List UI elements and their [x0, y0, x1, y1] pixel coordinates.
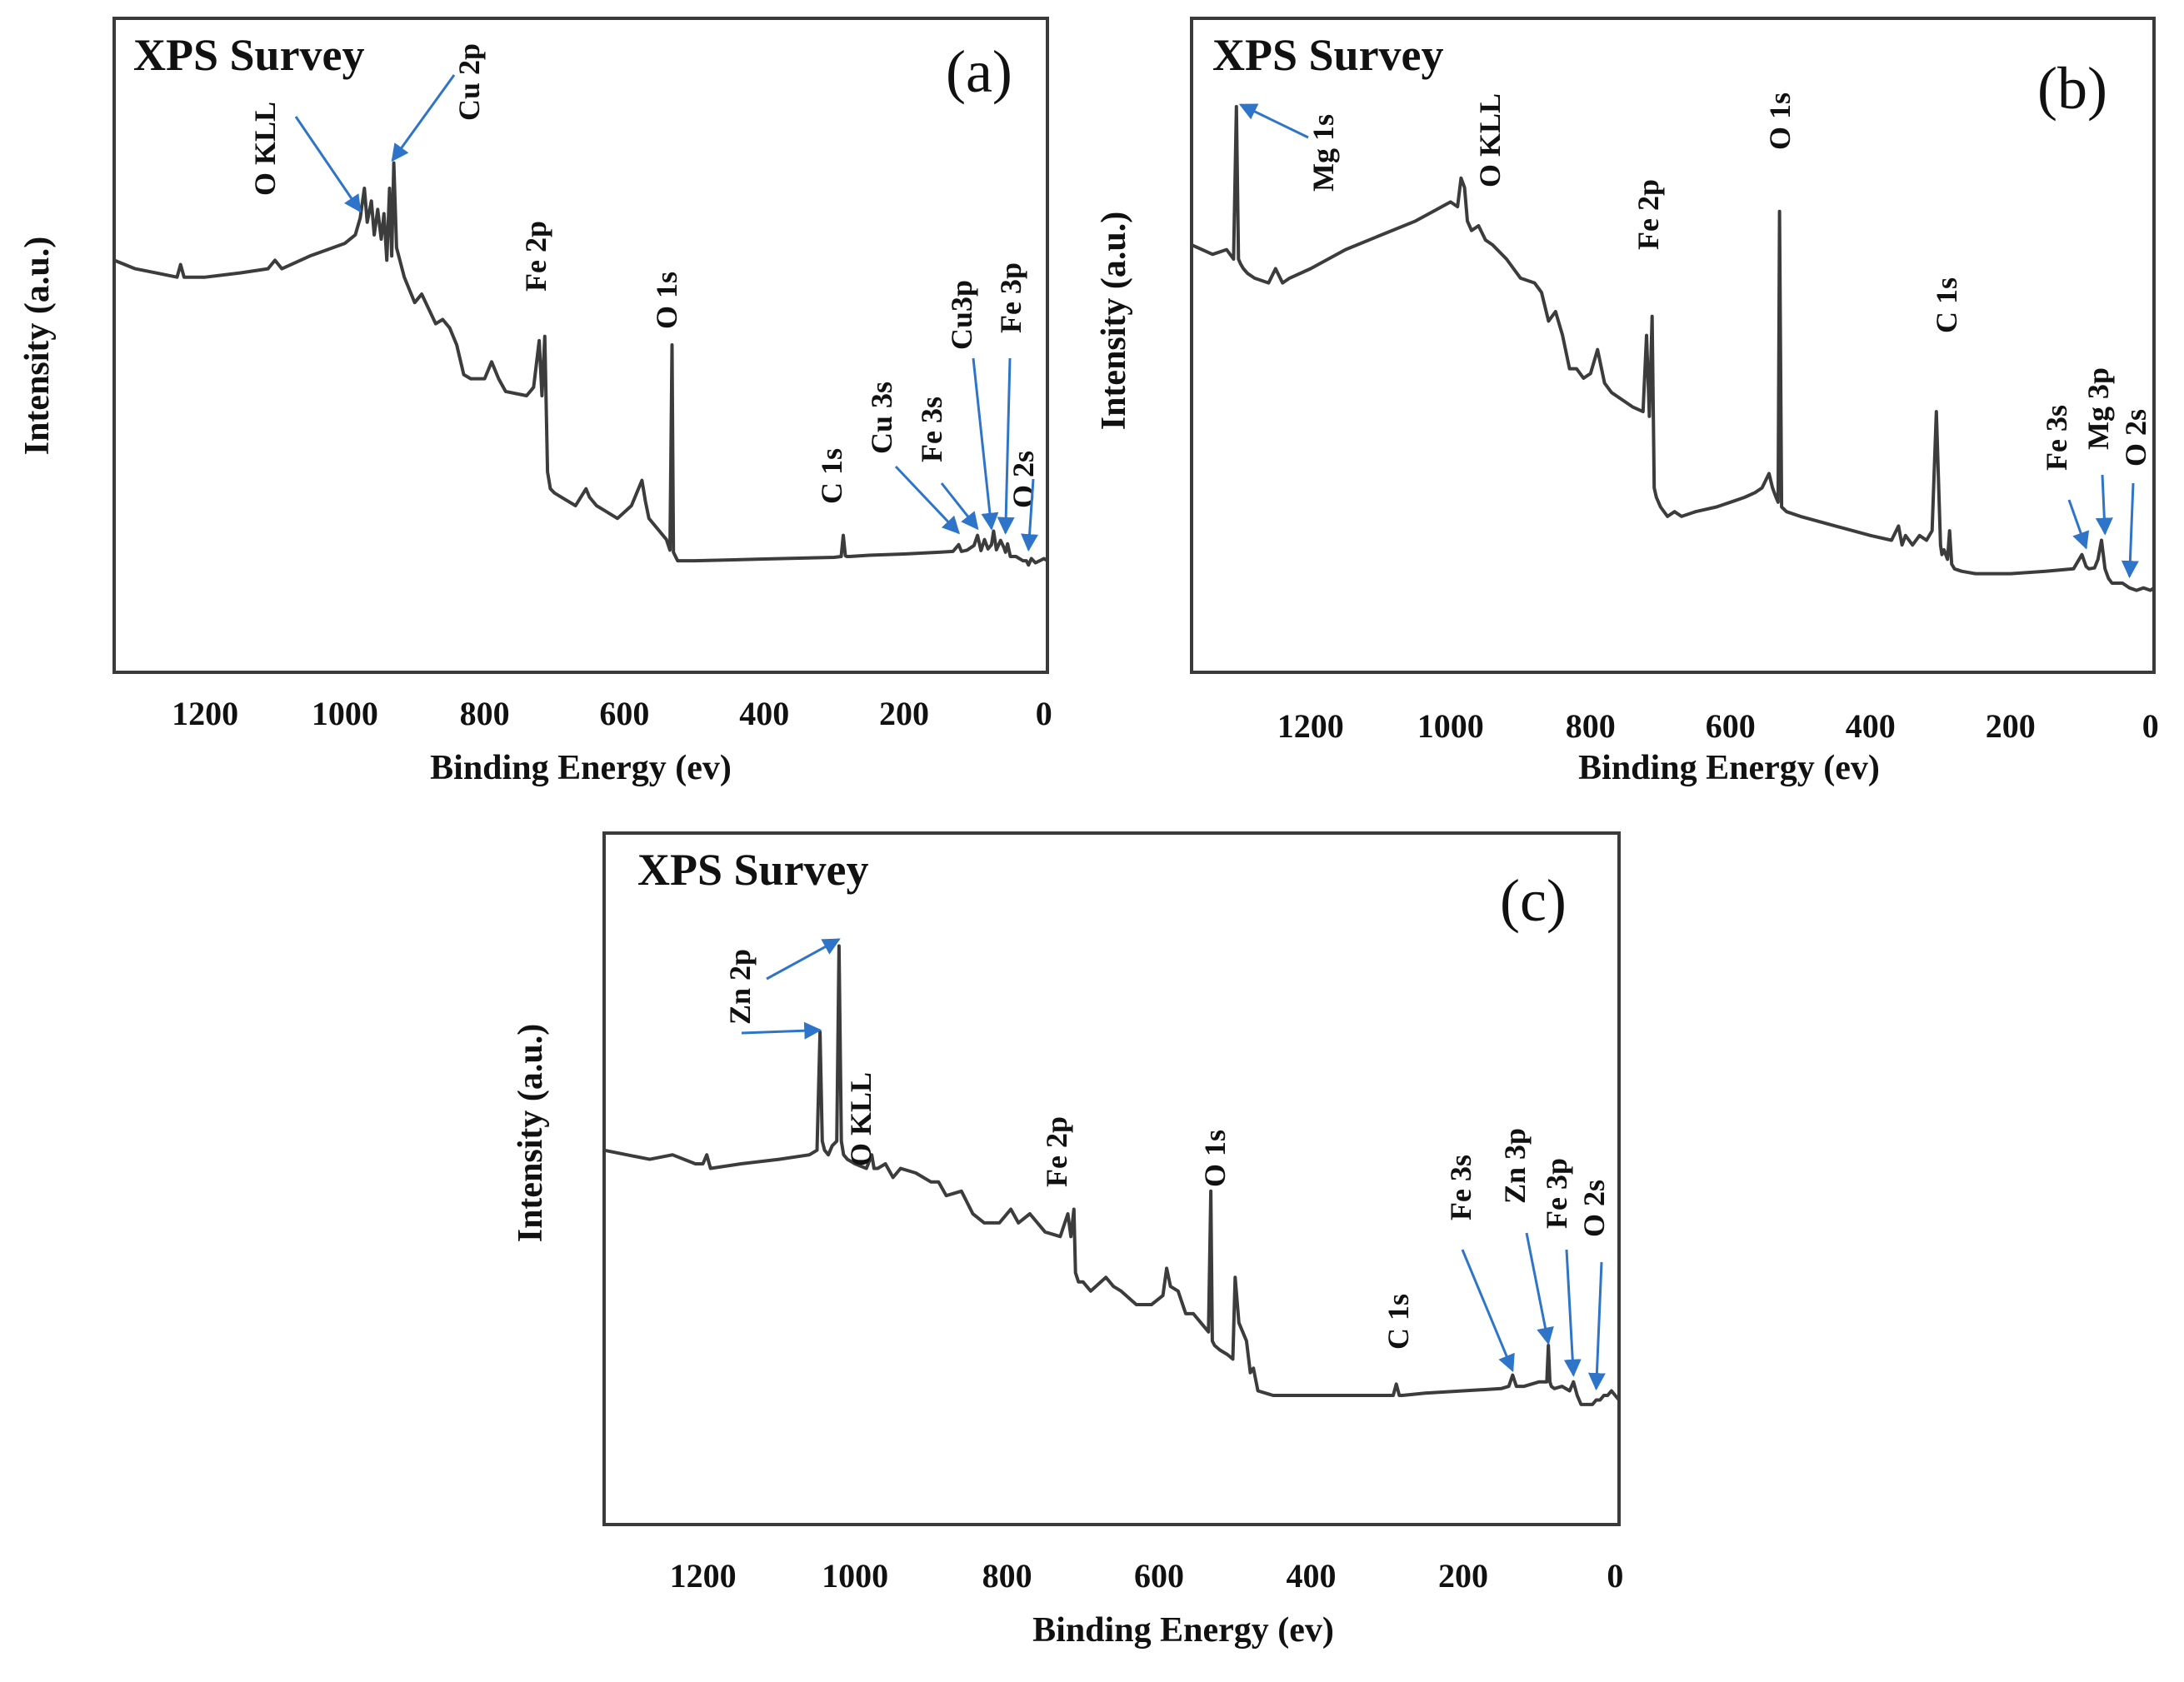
peak-label: Fe 3s [1444, 1155, 1477, 1220]
y-axis-label-a: Intensity (a.u.) [18, 237, 57, 456]
x-tick-label: 1200 [1277, 707, 1344, 745]
panel-label-b: (b) [2037, 55, 2107, 122]
x-tick-label: 600 [599, 695, 649, 732]
peak-label: O 1s [1198, 1130, 1232, 1187]
peak-arrow [391, 74, 456, 162]
peak-label: Mg 1s [1307, 114, 1340, 192]
peak-annotations-c: Zn 2p O KLL Fe 2p O 1s C 1s Fe 3s Zn 3p Fe 3p O … [723, 938, 1611, 1391]
peak-label: O 1s [1763, 92, 1797, 150]
peak-arrow [1587, 1261, 1606, 1391]
peak-label: Fe 3s [2040, 405, 2073, 471]
peak-label: O KLL [844, 1072, 877, 1166]
peak-arrow [1021, 478, 1039, 552]
peak-label: Cu 3s [865, 382, 898, 454]
peak-label: O 2s [1007, 451, 1040, 508]
peak-arrow [741, 1021, 822, 1040]
x-tick-label: 600 [1134, 1557, 1184, 1595]
peak-arrow [294, 116, 362, 213]
x-tick-label: 200 [879, 695, 929, 732]
x-tick-label: 1200 [172, 695, 238, 732]
x-tick-label: 0 [2142, 707, 2159, 745]
panel-title-b: XPS Survey [1212, 30, 1444, 80]
x-tick-label: 1000 [822, 1557, 888, 1595]
peak-label: O 1s [650, 272, 683, 329]
peak-label: Zn 3p [1498, 1128, 1532, 1204]
peak-arrow [1461, 1249, 1515, 1373]
peak-annotations-a: O KLL Cu 2p Fe 2p O 1s C 1s Cu 3s Fe 3s Cu3p Fe … [248, 43, 1040, 552]
x-axis-label-b: Binding Energy (ev) [1578, 749, 1880, 787]
peak-label: Cu3p [945, 280, 978, 350]
peak-annotations-b: Mg 1s O KLL Fe 2p O 1s C 1s Fe 3s Mg 3p O 2s [1238, 92, 2152, 579]
panel-c: XPS Survey (c) Intensity (a.u.) Binding … [512, 831, 1624, 1650]
panel-title-c: XPS Survey [637, 845, 869, 895]
peak-arrow [2067, 499, 2090, 550]
panel-label-c: (c) [1500, 867, 1567, 934]
plot-frame-c [602, 831, 1621, 1526]
tick-labels-a: 1200 1000 800 600 400 200 0 [172, 695, 1052, 732]
panel-b: XPS Survey (b) Intensity (a.u.) Binding … [1095, 17, 2159, 787]
peak-label: O 2s [2119, 409, 2152, 467]
peak-label: C 1s [1930, 277, 1963, 333]
peak-arrow [1525, 1232, 1554, 1345]
peak-arrow [1238, 103, 1309, 139]
peak-arrow [972, 357, 999, 531]
peak-arrow [940, 482, 979, 531]
peak-label: O 2s [1577, 1180, 1611, 1237]
panel-a: XPS Survey (a) Intensity (a.u.) Binding … [18, 17, 1052, 787]
x-tick-label: 1000 [312, 695, 378, 732]
peak-arrow [997, 357, 1015, 535]
x-axis-label-a: Binding Energy (ev) [430, 749, 732, 787]
panel-title-a: XPS Survey [133, 30, 365, 80]
peak-label: C 1s [815, 448, 848, 504]
peak-label: Fe 2p [519, 221, 552, 292]
spectrum-line-b [1191, 105, 2156, 592]
peak-label: O KLL [1473, 93, 1507, 187]
x-axis-label-c: Binding Energy (ev) [1032, 1611, 1334, 1650]
plot-frame-b [1190, 17, 2156, 674]
x-tick-label: 200 [1986, 707, 2036, 745]
peak-label: Cu 2p [452, 43, 486, 121]
panel-label-a: (a) [946, 38, 1012, 105]
x-tick-label: 800 [460, 695, 510, 732]
peak-arrow [2095, 474, 2113, 536]
peak-arrow [766, 938, 841, 981]
peak-arrow [2121, 482, 2139, 579]
y-axis-label-c: Intensity (a.u.) [512, 1024, 550, 1243]
peak-label: Fe 2p [1040, 1116, 1073, 1187]
peak-arrow [894, 465, 960, 535]
peak-label: Zn 2p [723, 949, 757, 1025]
peak-label: Fe 3p [994, 262, 1027, 333]
peak-label: O KLL [248, 102, 282, 196]
x-tick-label: 600 [1706, 707, 1756, 745]
x-tick-label: 1000 [1417, 707, 1484, 745]
spectrum-line-c [603, 944, 1621, 1406]
x-tick-label: 0 [1607, 1557, 1623, 1595]
x-tick-label: 400 [1287, 1557, 1337, 1595]
peak-label: C 1s [1382, 1294, 1415, 1350]
spectrum-line-a [113, 161, 1049, 567]
x-tick-label: 400 [739, 695, 789, 732]
peak-label: Fe 3p [1540, 1158, 1573, 1229]
y-axis-label-b: Intensity (a.u.) [1095, 212, 1133, 431]
peak-label: Fe 2p [1632, 179, 1665, 250]
x-tick-label: 200 [1438, 1557, 1488, 1595]
peak-label: Fe 3s [915, 397, 948, 462]
peak-arrow [1563, 1249, 1582, 1377]
x-tick-label: 800 [1566, 707, 1616, 745]
plot-frame-a [112, 17, 1049, 674]
tick-labels-c: 1200 1000 800 600 400 200 0 [670, 1557, 1624, 1595]
x-tick-label: 400 [1846, 707, 1896, 745]
x-tick-label: 800 [982, 1557, 1032, 1595]
tick-labels-b: 1200 1000 800 600 400 200 0 [1277, 707, 2159, 745]
x-tick-label: 1200 [670, 1557, 737, 1595]
peak-label: Mg 3p [2082, 367, 2115, 450]
x-tick-label: 0 [1036, 695, 1052, 732]
